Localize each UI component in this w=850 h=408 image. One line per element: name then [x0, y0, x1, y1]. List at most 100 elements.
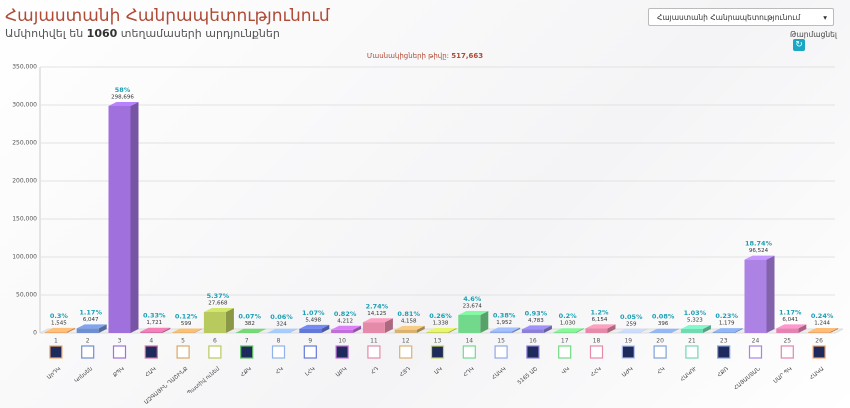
percent-label: 0.33% [143, 312, 166, 320]
bar-top [426, 327, 457, 332]
bar-side [66, 327, 75, 333]
refresh-button[interactable]: Թարմացնել↻ [790, 30, 850, 51]
bar-top [331, 325, 362, 330]
x-tick-label: ՀԿ [275, 366, 285, 376]
x-tick-label: ԱԺԿ [621, 366, 634, 379]
bar-top [108, 101, 139, 106]
y-tick-label: 100,000 [12, 254, 37, 261]
bar-side [830, 328, 839, 333]
bar-side [702, 324, 711, 333]
party-number: 16 [529, 338, 537, 345]
party-logo [49, 345, 63, 359]
x-tick-label: ՔՊԿ [112, 366, 126, 379]
value-label: 1,721 [146, 320, 162, 326]
percent-label: 2.74% [366, 302, 389, 310]
x-tick-label: ՀԱԿԱ [809, 366, 825, 381]
bar-side [480, 311, 489, 333]
bar-top [299, 324, 330, 329]
value-label: 1,179 [719, 321, 735, 327]
party-number: 7 [245, 338, 249, 345]
value-label: 6,154 [592, 317, 608, 323]
value-label: 27,668 [208, 300, 228, 306]
subtitle-post: տեղամասերի արդյունքներ [120, 27, 280, 40]
bar-side [289, 328, 298, 333]
party-number: 23 [720, 338, 728, 345]
bar-top [44, 327, 75, 332]
y-tick-label: 350,000 [12, 64, 37, 71]
value-label: 1,952 [496, 320, 512, 326]
bar-top [521, 325, 552, 330]
y-tick-label: 250,000 [12, 140, 37, 147]
bar [140, 331, 163, 333]
percent-label: 0.12% [175, 313, 198, 321]
party-logo [112, 345, 127, 359]
bar [680, 328, 703, 333]
bar-top [362, 318, 393, 323]
party-number: 12 [402, 338, 410, 345]
bar [808, 332, 831, 333]
bar-side [353, 325, 362, 333]
bar [712, 332, 735, 333]
bar-top [394, 325, 425, 330]
bar-top [553, 328, 584, 333]
party-logo [589, 345, 604, 359]
bar [426, 331, 449, 333]
party-number: 1 [54, 338, 58, 345]
party-number: 17 [561, 338, 569, 345]
bar-side [416, 325, 425, 333]
party-logo [748, 345, 763, 359]
percent-label: 0.05% [620, 313, 643, 321]
x-tick-label: ՀԴԿ [462, 366, 475, 378]
party-logo [335, 345, 349, 359]
bar [744, 259, 767, 333]
subtitle: Ամփոփվել են 1060 տեղամասերի արդյունքներ [5, 27, 280, 40]
x-tick-label: ՍԱՐ ՊԿ [773, 366, 794, 385]
participants-label: Մասնակիցների թիվը: [367, 52, 449, 60]
percent-label: 0.3% [50, 312, 69, 320]
party-number: 4 [149, 338, 153, 345]
party-logo [780, 345, 794, 359]
title: Հայաստանի Հանրապետությունում [5, 6, 330, 26]
party-logo [526, 345, 540, 359]
value-label: 6,041 [782, 317, 798, 323]
value-label: 599 [181, 321, 192, 327]
party-logo [303, 345, 317, 359]
percent-label: 0.07% [238, 313, 261, 321]
party-number: 19 [624, 338, 632, 345]
party-number: 24 [752, 338, 760, 345]
region-dropdown[interactable]: Հայաստանի Հանրապետությունում [648, 8, 834, 27]
bar-top [680, 324, 711, 329]
y-tick-label: 0 [33, 330, 37, 337]
value-label: 6,047 [83, 317, 99, 323]
y-tick-label: 50,000 [16, 292, 37, 299]
value-label: 1,545 [51, 320, 67, 326]
value-label: 5,323 [687, 317, 703, 323]
bar-top [140, 327, 171, 332]
percent-label: 0.23% [715, 312, 738, 320]
percent-label: 0.82% [334, 310, 357, 318]
x-tick-label: ՀԿ [656, 366, 666, 376]
party-number: 9 [308, 338, 312, 345]
percent-label: 0.24% [811, 312, 834, 320]
bar-side [607, 324, 616, 333]
bar-side [448, 327, 457, 333]
subtitle-count: 1060 [86, 27, 118, 40]
party-logo [653, 345, 667, 359]
value-label: 4,158 [401, 318, 417, 324]
party-number: 3 [118, 338, 122, 345]
percent-label: 0.26% [429, 312, 452, 320]
bar-side [225, 307, 234, 333]
x-tick-label: ԱԿ [434, 366, 444, 376]
participants: Մասնակիցների թիվը: 517,663 [367, 52, 483, 60]
bar-top [617, 328, 648, 333]
refresh-label: Թարմացնել [790, 30, 837, 39]
percent-label: 4.6% [463, 295, 482, 303]
x-tick-label: Կոնսեն [74, 366, 94, 384]
bar-side [671, 328, 680, 333]
x-tick-label: ՀՔՌ [717, 366, 731, 379]
bar-top [76, 324, 107, 329]
bar-top [649, 328, 680, 333]
party-number: 6 [213, 338, 217, 345]
